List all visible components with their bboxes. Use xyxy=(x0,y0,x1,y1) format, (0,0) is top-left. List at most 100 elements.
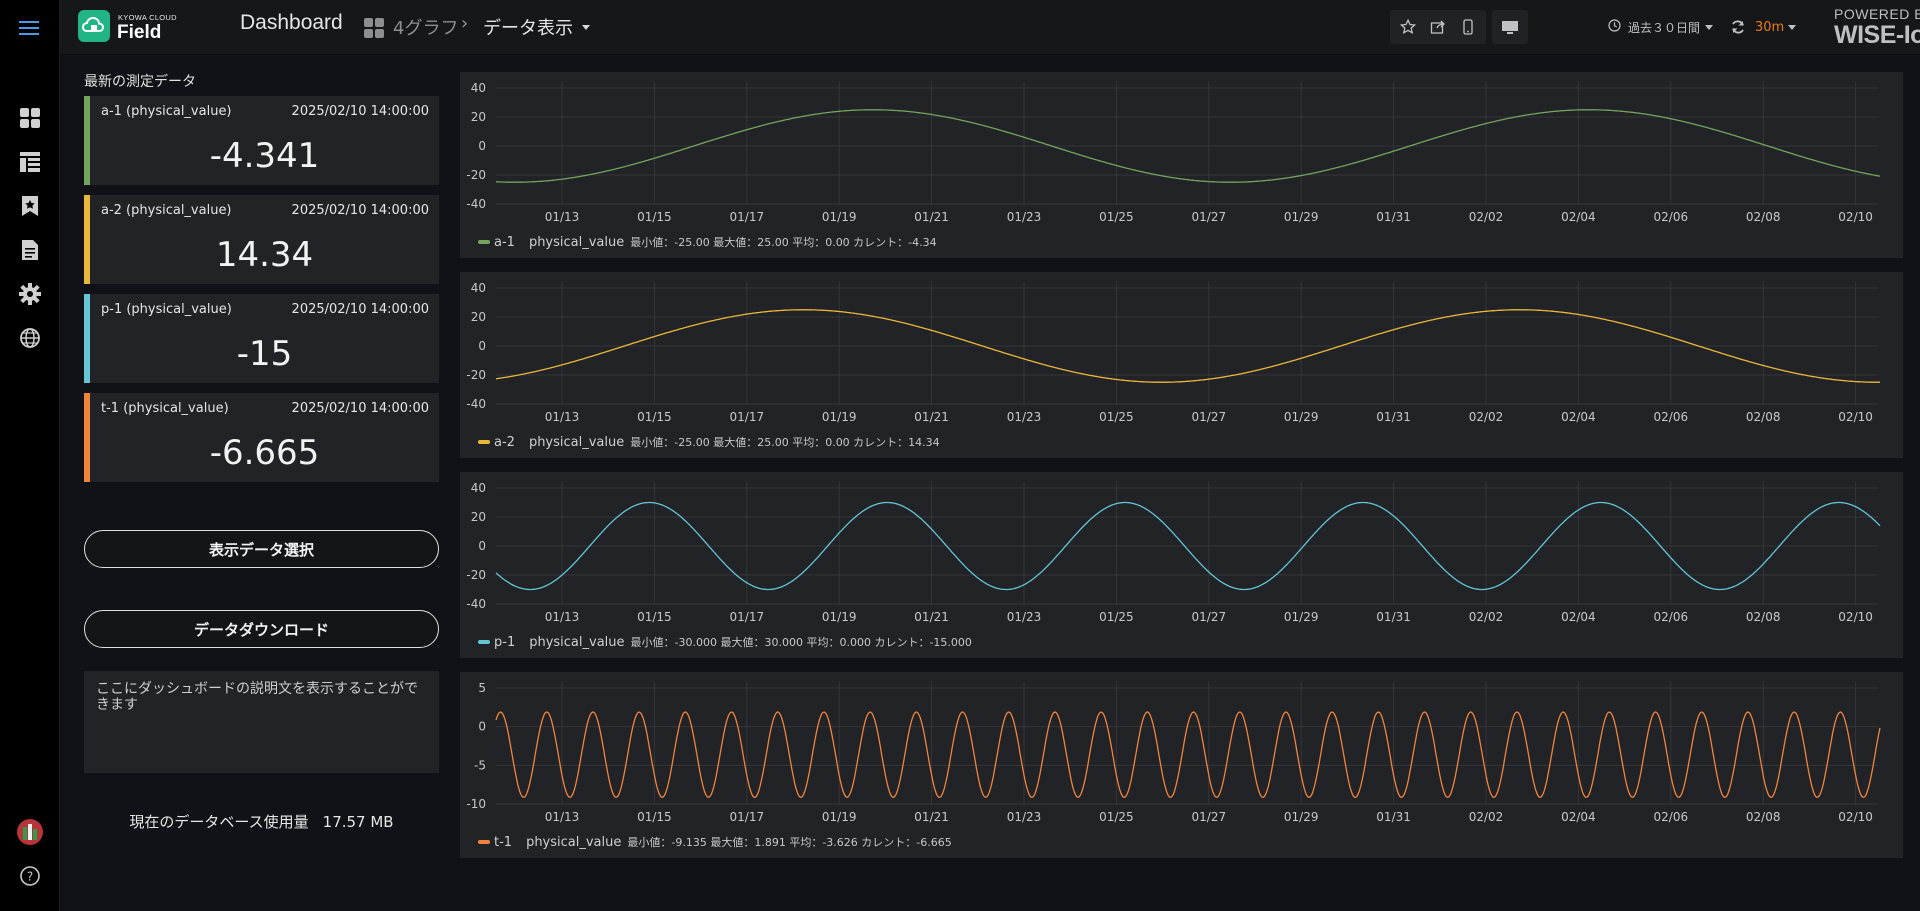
toolbar-view xyxy=(1492,10,1528,44)
x-tick-label: 02/10 xyxy=(1838,610,1873,624)
x-tick-label: 01/17 xyxy=(730,210,765,224)
app-logo[interactable]: KYOWA CLOUD Field xyxy=(78,9,186,45)
dashboards-icon[interactable] xyxy=(14,102,46,134)
legend-series-name[interactable]: a-2 xyxy=(494,434,515,450)
db-usage: 現在のデータベース使用量 17.57 MB xyxy=(84,811,439,832)
graph-a-2[interactable]: 40 20 0 -20 -40 01/13 01/15 01/17 01/19 01/21 01/2… xyxy=(460,272,1903,458)
monitor-icon[interactable] xyxy=(1496,10,1524,44)
legend-series-name[interactable]: t-1 xyxy=(494,834,513,850)
y-tick-label: 40 xyxy=(471,481,486,495)
stat-timestamp: 2025/02/10 14:00:00 xyxy=(291,302,429,317)
dashboard-title[interactable]: Dashboard xyxy=(240,11,343,34)
y-tick-label: -40 xyxy=(466,197,486,211)
stat-name: a-1 (physical_value) xyxy=(101,104,232,119)
share-icon[interactable] xyxy=(1424,10,1452,44)
logo-product-text: Field xyxy=(117,22,162,43)
legend-field: physical_value xyxy=(529,634,625,650)
x-tick-label: 01/13 xyxy=(545,810,580,824)
refresh-icon[interactable] xyxy=(1724,10,1752,44)
legend-series-name[interactable]: a-1 xyxy=(494,234,515,250)
legend-field: physical_value xyxy=(528,234,625,250)
x-tick-label: 02/06 xyxy=(1654,810,1689,824)
star-icon[interactable] xyxy=(1394,10,1422,44)
x-tick-label: 01/29 xyxy=(1284,810,1319,824)
user-avatar-icon[interactable] xyxy=(14,816,46,848)
x-tick-label: 02/08 xyxy=(1746,410,1781,424)
graph-legend: p-1 physical_value 最小値：-30.000 最大値：30.00… xyxy=(478,634,972,650)
x-tick-label: 02/04 xyxy=(1561,210,1596,224)
dashboards-icon xyxy=(363,17,385,39)
time-range-label: 過去３０日間 xyxy=(1628,20,1701,35)
layout-icon[interactable] xyxy=(14,146,46,178)
logo-company-text: KYOWA CLOUD xyxy=(118,13,177,22)
graph-panel-t-1: 5 0 -5 -10 01/13 01/15 01/17 01/19 01/21 01/23 01/… xyxy=(460,672,1903,858)
stat-value: -15 xyxy=(236,334,293,374)
bookmark-icon[interactable] xyxy=(14,190,46,222)
x-tick-label: 02/10 xyxy=(1838,410,1873,424)
stat-value: -4.341 xyxy=(209,136,320,176)
x-tick-label: 02/10 xyxy=(1838,210,1873,224)
chevron-down-icon[interactable] xyxy=(582,25,590,30)
x-tick-label: 02/08 xyxy=(1746,210,1781,224)
download-data-button[interactable]: データダウンロード xyxy=(84,610,439,648)
graph-legend: a-2 physical_value 最小値：-25.00 最大値：25.00 … xyxy=(478,434,940,450)
x-tick-label: 01/25 xyxy=(1099,410,1134,424)
x-tick-label: 01/31 xyxy=(1376,610,1411,624)
series-line-p-1 xyxy=(495,501,1881,591)
x-tick-label: 01/15 xyxy=(637,210,672,224)
x-tick-label: 01/19 xyxy=(822,210,857,224)
x-tick-label: 01/29 xyxy=(1284,410,1319,424)
y-tick-label: 0 xyxy=(478,339,486,353)
legend-field: physical_value xyxy=(528,434,625,450)
x-tick-label: 01/27 xyxy=(1192,210,1227,224)
y-tick-label: -20 xyxy=(466,568,486,582)
stat-timestamp: 2025/02/10 14:00:00 xyxy=(291,401,429,416)
legend-swatch xyxy=(478,640,490,644)
refresh-interval-picker[interactable]: 30m xyxy=(1755,10,1805,44)
graph-a-1[interactable]: 40 20 0 -20 -40 01/13 01/15 01/17 01/19 01/21 01/2… xyxy=(460,72,1903,258)
stat-name: p-1 (physical_value) xyxy=(101,302,232,317)
x-tick-label: 02/06 xyxy=(1654,210,1689,224)
stat-timestamp: 2025/02/10 14:00:00 xyxy=(291,104,429,119)
x-tick-label: 01/19 xyxy=(822,410,857,424)
x-tick-label: 01/13 xyxy=(545,410,580,424)
x-tick-label: 01/31 xyxy=(1376,410,1411,424)
y-tick-label: -40 xyxy=(466,597,486,611)
stat-color-bar xyxy=(84,294,90,383)
graph-panel-p-1: 40 20 0 -20 -40 01/13 01/15 01/17 01/19 01/21 01/2… xyxy=(460,472,1903,658)
svg-text:?: ? xyxy=(27,870,33,884)
select-data-button[interactable]: 表示データ選択 xyxy=(84,530,439,568)
x-tick-label: 01/29 xyxy=(1284,610,1319,624)
x-tick-label: 01/31 xyxy=(1376,210,1411,224)
x-tick-label: 02/04 xyxy=(1561,810,1596,824)
breadcrumb-folder[interactable]: 4グラフ xyxy=(393,18,459,39)
graph-p-1[interactable]: 40 20 0 -20 -40 01/13 01/15 01/17 01/19 01/21 01/2… xyxy=(460,472,1903,658)
graph-panel-a-1: 40 20 0 -20 -40 01/13 01/15 01/17 01/19 01/21 01/2… xyxy=(460,72,1903,258)
graph-t-1[interactable]: 5 0 -5 -10 01/13 01/15 01/17 01/19 01/21 01/23 01/… xyxy=(460,672,1903,858)
stat-card-p-1: p-1 (physical_value) 2025/02/10 14:00:00… xyxy=(84,294,439,383)
y-tick-label: 40 xyxy=(471,81,486,95)
time-range-picker[interactable]: 過去３０日間 xyxy=(1598,10,1722,44)
legend-series-name[interactable]: p-1 xyxy=(494,634,516,650)
x-tick-label: 01/23 xyxy=(1007,410,1042,424)
mobile-icon[interactable] xyxy=(1454,10,1482,44)
document-icon[interactable] xyxy=(14,234,46,266)
stat-name: a-2 (physical_value) xyxy=(101,203,232,218)
y-tick-label: 20 xyxy=(471,310,486,324)
x-tick-label: 01/21 xyxy=(914,410,949,424)
x-tick-label: 02/06 xyxy=(1654,610,1689,624)
menu-icon[interactable] xyxy=(14,12,46,44)
breadcrumb-page[interactable]: データ表示 xyxy=(483,18,573,39)
series-line-t-1 xyxy=(495,711,1881,799)
clock-icon xyxy=(1608,19,1624,35)
x-tick-label: 02/02 xyxy=(1469,410,1504,424)
help-icon[interactable]: ? xyxy=(14,860,46,892)
x-tick-label: 01/25 xyxy=(1099,810,1134,824)
y-tick-label: -20 xyxy=(466,368,486,382)
y-tick-label: 20 xyxy=(471,510,486,524)
y-tick-label: 20 xyxy=(471,110,486,124)
gear-icon[interactable] xyxy=(14,278,46,310)
x-tick-label: 01/27 xyxy=(1192,610,1227,624)
globe-icon[interactable] xyxy=(14,322,46,354)
x-tick-label: 01/17 xyxy=(730,610,765,624)
